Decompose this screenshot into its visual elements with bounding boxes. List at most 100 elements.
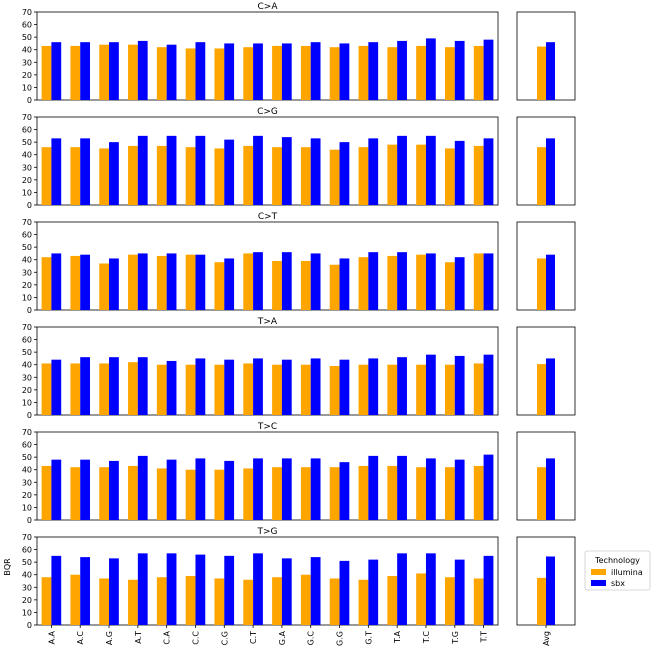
x-tick-label: G.A [278,630,287,645]
x-tick-label: A.C [76,631,85,645]
y-tick-label: 50 [22,558,32,567]
x-tick-label: C.A [163,630,172,644]
panel-title: C>T [258,212,278,222]
bar-illumina [473,253,484,310]
bar-sbx [253,135,263,205]
bar-sbx [425,135,436,205]
bar-sbx [109,42,119,100]
bar-illumina [243,579,254,625]
y-tick-label: 20 [22,281,32,290]
bar-illumina [156,255,167,310]
bar-illumina [243,363,254,415]
bar-illumina [41,45,52,100]
bar-sbx [80,42,91,100]
bar-sbx [195,458,206,520]
bar-sbx [339,560,350,625]
bar-sbx [368,455,379,520]
avg-bar-illumina [537,467,546,520]
y-tick-label: 30 [22,373,32,382]
y-tick-label: 70 [22,8,32,17]
bar-sbx [51,459,62,520]
bar-illumina [329,578,340,625]
bar-illumina [473,465,484,520]
bar-sbx [425,38,436,100]
bar-sbx [454,140,465,205]
bar-illumina [272,577,282,625]
bar-illumina [300,364,311,415]
bar-illumina [329,467,340,520]
bar-illumina [272,260,282,310]
bar-illumina [156,468,167,520]
bar-illumina [128,579,138,625]
y-tick-label: 20 [22,386,32,395]
y-tick-label: 0 [27,411,32,420]
y-tick-label: 60 [22,546,32,555]
y-tick-label: 10 [22,83,32,92]
bar-sbx [368,559,379,625]
bar-illumina [41,257,52,310]
bar-sbx [483,555,494,625]
bar-sbx [397,553,407,625]
bar-sbx [137,357,148,415]
bar-sbx [483,253,494,310]
bar-illumina [387,144,398,205]
y-tick-label: 30 [22,163,32,172]
bar-illumina [387,465,398,520]
bar-sbx [339,43,350,100]
bar-sbx [454,257,465,310]
y-tick-label: 70 [22,113,32,122]
bar-sbx [109,357,119,415]
bar-sbx [137,135,148,205]
y-tick-label: 10 [22,503,32,512]
x-tick-label: A.A [47,630,56,644]
y-tick-label: 70 [22,428,32,437]
bar-sbx [224,555,235,625]
y-axis-label: BQR [3,558,12,576]
bar-illumina [473,45,484,100]
panel-frame [36,116,499,206]
bar-illumina [473,578,484,625]
bar-sbx [195,42,206,100]
bar-sbx [310,253,321,310]
avg-bar-illumina [537,147,546,205]
y-tick-label: 10 [22,188,32,197]
y-tick-label: 20 [22,176,32,185]
bar-illumina [300,147,311,205]
bar-illumina [70,467,81,520]
x-tick-label: T.T [480,631,489,643]
bar-sbx [109,460,119,520]
x-tick-label: G.G [336,631,345,646]
avg-bar-sbx [546,358,555,415]
bar-sbx [137,553,148,625]
bar-illumina [329,365,340,415]
bar-sbx [166,253,177,310]
y-tick-label: 40 [22,256,32,265]
avg-bar-illumina [537,258,546,310]
bar-sbx [166,135,177,205]
bar-sbx [51,253,62,310]
bar-illumina [358,147,369,205]
y-tick-label: 50 [22,33,32,42]
y-tick-label: 0 [27,516,32,525]
bar-sbx [224,460,235,520]
bar-sbx [80,459,91,520]
panel-title: T>C [257,422,277,432]
bar-sbx [253,553,263,625]
avg-bar-sbx [546,458,555,520]
x-tick-label: T.G [451,631,460,645]
bar-illumina [70,255,81,310]
y-tick-label: 30 [22,478,32,487]
x-tick-label: A.T [134,631,143,644]
y-tick-label: 70 [22,533,32,542]
bar-sbx [51,42,62,100]
x-tick-label: G.C [307,631,316,646]
bar-sbx [425,354,436,415]
bar-illumina [185,147,196,205]
bar-illumina [416,45,426,100]
avg-bar-sbx [546,254,555,310]
bar-sbx [166,360,177,415]
panel-title: T>A [257,317,278,327]
y-tick-label: 50 [22,138,32,147]
bar-illumina [99,578,110,625]
panel-title: T>G [256,527,277,537]
